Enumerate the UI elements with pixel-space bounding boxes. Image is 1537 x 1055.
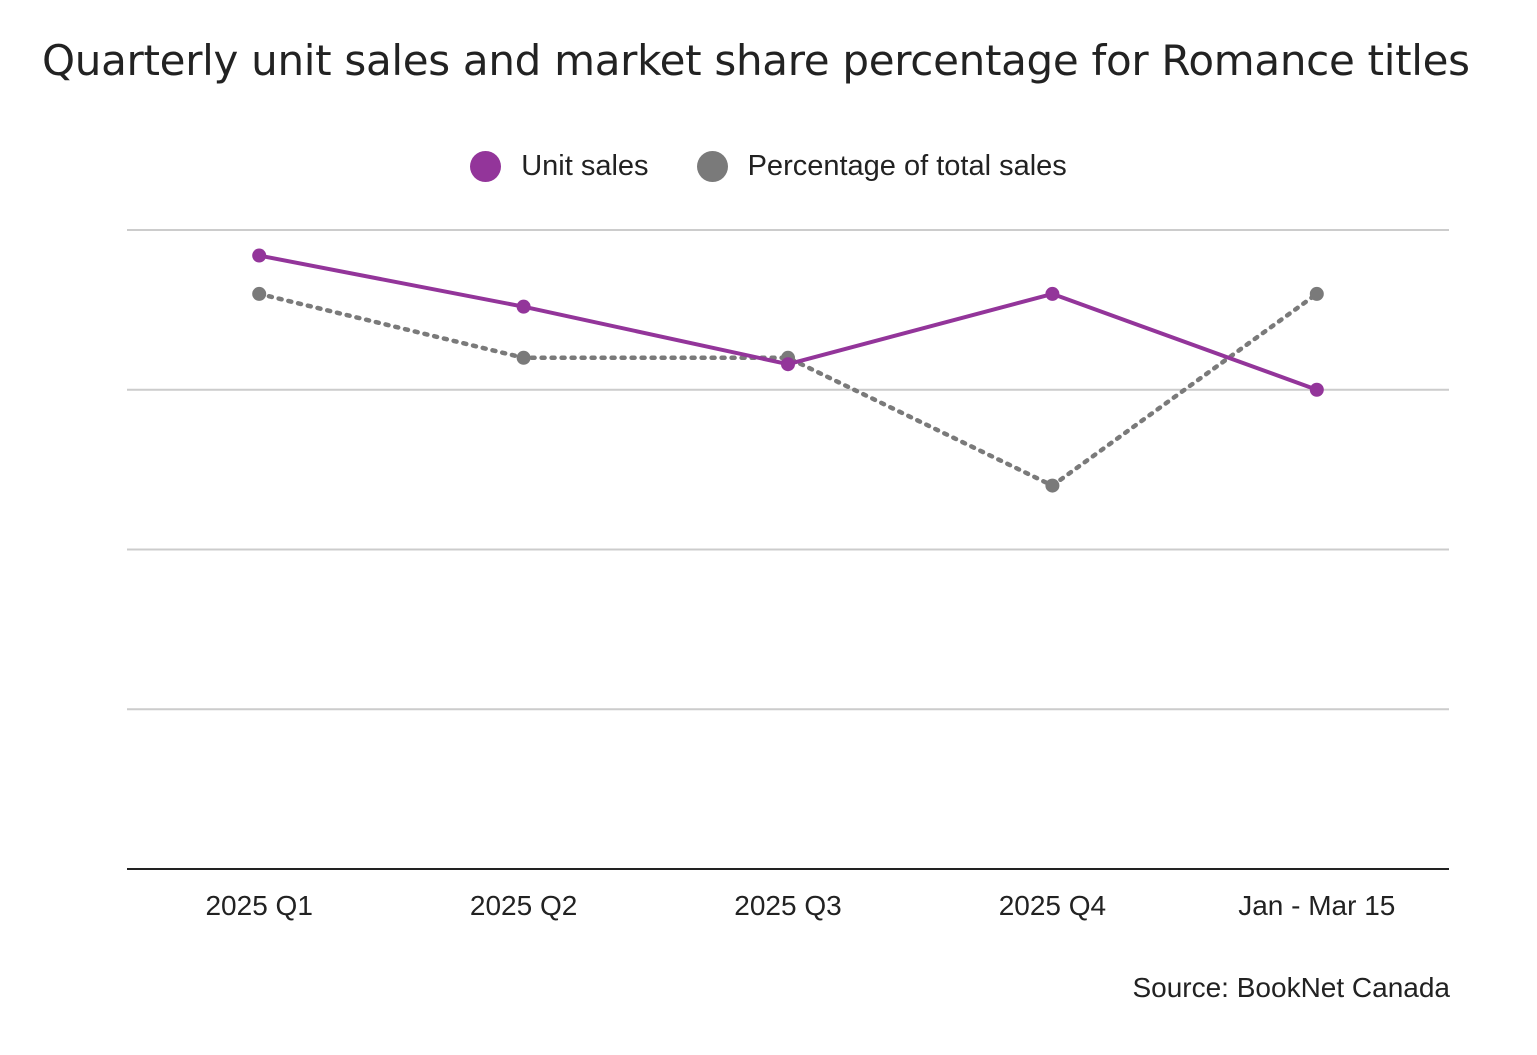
data-point-unit-sales xyxy=(1045,286,1060,301)
data-point-unit-sales xyxy=(252,248,267,263)
x-tick-label: 2025 Q3 xyxy=(734,890,841,921)
data-point-percentage xyxy=(1309,286,1324,301)
chart-title: Quarterly unit sales and market share pe… xyxy=(42,36,1470,85)
x-tick-label: Jan - Mar 15 xyxy=(1238,890,1395,921)
source-note: Source: BookNet Canada xyxy=(1132,972,1450,1003)
legend-item-unit-sales[interactable]: Unit sales xyxy=(470,150,649,183)
x-tick-label: 2025 Q4 xyxy=(999,890,1106,921)
series-line-percentage xyxy=(256,291,1320,488)
data-point-unit-sales xyxy=(781,357,795,372)
legend-marker-unit-sales xyxy=(470,151,502,182)
data-point-unit-sales xyxy=(1309,382,1324,397)
legend-label-percentage: Percentage of total sales xyxy=(747,150,1067,182)
legend-item-percentage[interactable]: Percentage of total sales xyxy=(696,150,1067,183)
data-point-percentage xyxy=(1045,478,1060,493)
x-tick-label: 2025 Q1 xyxy=(205,890,312,921)
data-point-unit-sales xyxy=(516,299,531,314)
legend-marker-percentage xyxy=(696,151,728,182)
legend-label-unit-sales: Unit sales xyxy=(521,150,649,182)
legend: Unit sales Percentage of total sales xyxy=(0,150,1537,190)
data-point-percentage xyxy=(252,286,267,301)
x-tick-label: 2025 Q2 xyxy=(470,890,577,921)
data-point-percentage xyxy=(516,350,531,365)
